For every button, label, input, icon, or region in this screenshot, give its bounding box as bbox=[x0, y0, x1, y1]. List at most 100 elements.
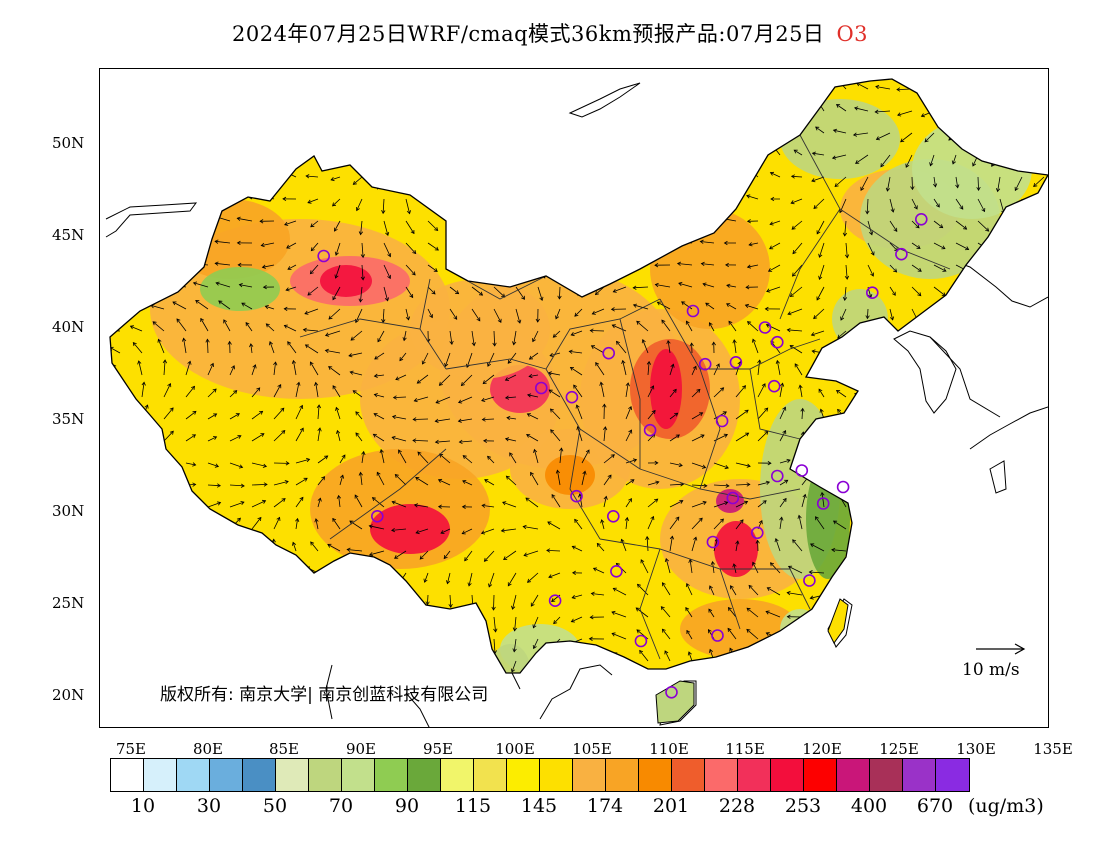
wind-arrowhead bbox=[765, 632, 770, 637]
wind-arrow bbox=[646, 536, 649, 552]
wind-arrow bbox=[273, 118, 276, 134]
wind-arrowhead bbox=[654, 241, 659, 246]
wind-arrow bbox=[833, 520, 847, 530]
wind-arrow bbox=[439, 132, 451, 144]
wind-arrow bbox=[295, 382, 300, 398]
wind-arrowhead bbox=[309, 270, 314, 275]
lon-label-80: 80E bbox=[192, 740, 224, 758]
wind-arrowhead bbox=[1038, 207, 1043, 212]
wind-arrow bbox=[218, 300, 231, 310]
wind-arrow bbox=[713, 363, 720, 376]
wind-arrowhead bbox=[262, 284, 267, 290]
wind-arrow bbox=[335, 407, 341, 420]
wind-arrowhead bbox=[490, 671, 495, 673]
wind-arrowhead bbox=[812, 659, 817, 665]
wind-arrowhead bbox=[499, 225, 504, 230]
wind-arrowhead bbox=[636, 320, 641, 325]
wind-arrow bbox=[684, 164, 693, 178]
wind-arrow bbox=[480, 88, 495, 91]
wind-arrow bbox=[493, 286, 505, 298]
wind-arrowhead bbox=[180, 558, 186, 563]
wind-arrowhead bbox=[723, 719, 727, 722]
wind-arrowhead bbox=[746, 482, 751, 487]
wind-arrow bbox=[963, 504, 979, 508]
wind-arrow bbox=[1021, 286, 1026, 298]
wind-arrow bbox=[974, 683, 979, 691]
wind-arrow bbox=[881, 550, 891, 557]
wind-arrowhead bbox=[351, 154, 356, 159]
wind-arrowhead bbox=[110, 656, 112, 661]
wind-arrowhead bbox=[368, 524, 373, 529]
wind-arrowhead bbox=[576, 79, 581, 80]
wind-arrow bbox=[977, 308, 985, 322]
wind-arrow bbox=[215, 282, 231, 288]
wind-arrowhead bbox=[298, 713, 301, 717]
wind-arrowhead bbox=[154, 648, 159, 653]
wind-arrow bbox=[622, 360, 627, 376]
wind-arrow bbox=[713, 101, 724, 112]
wind-arrowhead bbox=[529, 84, 534, 89]
wind-arrow bbox=[997, 330, 1001, 342]
wind-arrow bbox=[570, 367, 583, 376]
wind-arrow bbox=[435, 88, 451, 92]
wind-arrowhead bbox=[860, 186, 865, 192]
wind-arrow bbox=[471, 198, 478, 208]
wind-arrowhead bbox=[689, 342, 694, 347]
wind-arrowhead bbox=[478, 244, 483, 249]
wind-arrow bbox=[780, 716, 784, 727]
wind-arrow bbox=[251, 120, 257, 134]
wind-arrow bbox=[251, 500, 266, 508]
wind-arrowhead bbox=[528, 373, 533, 379]
wind-arrow bbox=[889, 308, 894, 320]
wind-arrow bbox=[487, 352, 495, 367]
wind-arrowhead bbox=[172, 241, 178, 246]
wind-arrowhead bbox=[1016, 336, 1021, 342]
wind-arrow bbox=[911, 616, 914, 632]
wind-arrow bbox=[251, 517, 262, 530]
wind-arrowhead bbox=[992, 689, 995, 692]
wind-arrowhead bbox=[231, 122, 236, 127]
wind-arrowhead bbox=[193, 79, 199, 84]
wind-arrowhead bbox=[527, 578, 532, 583]
wind-arrow bbox=[736, 717, 747, 727]
wind-arrowhead bbox=[610, 307, 615, 312]
wind-arrow bbox=[435, 440, 451, 443]
wind-arrowhead bbox=[597, 246, 602, 251]
wind-arrowhead bbox=[478, 291, 484, 296]
wind-arrow bbox=[933, 660, 935, 673]
wind-arrowhead bbox=[552, 642, 557, 647]
wind-arrow bbox=[223, 628, 231, 640]
wind-arrow bbox=[616, 341, 627, 354]
wind-arrow bbox=[613, 286, 627, 293]
wind-arrowhead bbox=[412, 250, 417, 255]
wind-arrowhead bbox=[393, 135, 398, 140]
wind-arrow bbox=[977, 264, 991, 274]
wind-arrowhead bbox=[453, 315, 458, 320]
wind-arrowhead bbox=[162, 359, 168, 364]
wind-arrowhead bbox=[815, 126, 820, 131]
wind-arrow bbox=[746, 629, 759, 640]
wind-arrow bbox=[823, 451, 831, 464]
wind-arrow bbox=[288, 565, 297, 574]
wind-arrowhead bbox=[976, 186, 981, 191]
wind-arrowhead bbox=[951, 584, 956, 589]
wind-arrow bbox=[889, 198, 894, 213]
low-concentration-region bbox=[490, 644, 530, 673]
wind-arrowhead bbox=[217, 190, 223, 195]
wind-arrow bbox=[334, 220, 341, 232]
wind-arrow bbox=[537, 242, 546, 257]
wind-arrow bbox=[603, 496, 607, 508]
wind-arrow bbox=[878, 502, 891, 508]
wind-arrow bbox=[1007, 132, 1023, 136]
wind-arrowhead bbox=[161, 539, 166, 544]
wind-arrowhead bbox=[568, 349, 573, 354]
wind-arrowhead bbox=[632, 285, 637, 290]
wind-arrow bbox=[647, 481, 659, 486]
wind-arrowhead bbox=[757, 359, 762, 364]
wind-arrowhead bbox=[1040, 471, 1045, 476]
wind-arrowhead bbox=[145, 426, 150, 432]
wind-arrow bbox=[325, 616, 341, 623]
wind-arrowhead bbox=[845, 447, 850, 453]
wind-arrowhead bbox=[946, 380, 951, 385]
wind-arrowhead bbox=[284, 221, 289, 226]
